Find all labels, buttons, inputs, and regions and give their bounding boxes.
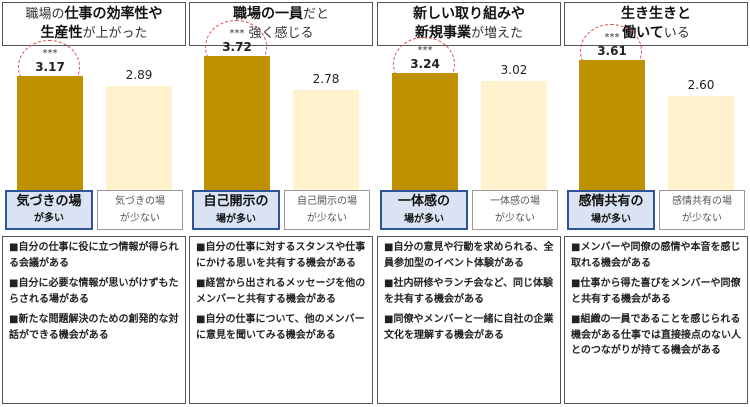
bar-high <box>579 60 645 190</box>
bar-low <box>106 85 172 190</box>
category-label-low: 気づきの場 が少ない <box>97 190 183 230</box>
panel-title: 新しい取り組みや 新規事業が増えた <box>377 2 561 46</box>
panel-title: 職場の仕事の効率性や 生産性が上がった <box>2 2 186 46</box>
list-item: ■自分に必要な情報が思いがけずもたらされる場がある <box>9 278 179 305</box>
category-label-low: 感情共有の場 が少ない <box>659 190 745 230</box>
significance-mark: *** <box>42 47 58 59</box>
panel-efficiency: 職場の仕事の効率性や 生産性が上がった *** 3.17 2.89 気づきの場 … <box>2 2 186 405</box>
bar-value-low: 2.78 <box>312 71 340 86</box>
bar-high <box>204 56 270 190</box>
bar-value-high: 3.72 <box>222 40 252 55</box>
bar-value-low: 2.60 <box>687 78 715 93</box>
bar-low <box>668 96 734 190</box>
bar-high <box>392 73 458 190</box>
category-label-low: 自己開示の場 が少ない <box>284 190 370 230</box>
list-item: ■組織の一員であることを感じられる機会がある仕事では直接接点のない人とのつながり… <box>571 314 741 356</box>
significance-mark: *** <box>229 28 245 40</box>
list-item: ■同僚やメンバーと一緒に自社の企業文化を理解する機会がある <box>384 314 554 341</box>
category-label-high: 気づきの場 が多い <box>5 190 93 230</box>
bar-high <box>17 75 83 190</box>
category-label-high: 感情共有の 場が多い <box>567 190 655 230</box>
panel-belonging: 職場の一員だと 強く感じる *** 3.72 2.78 自己開示の 場が多い 自… <box>189 2 373 405</box>
bar-value-high: 3.24 <box>410 57 440 72</box>
bar-chart: *** 3.17 2.89 <box>2 39 186 190</box>
bar-value-high: 3.61 <box>597 44 627 59</box>
bar-chart: *** 3.61 2.60 <box>564 24 748 190</box>
bar-value-low: 2.89 <box>125 67 153 82</box>
list-item: ■自分の仕事について、他のメンバーに意見を聞いてみる機会がある <box>196 314 365 341</box>
significance-mark: *** <box>417 45 433 57</box>
bar-chart: *** 3.24 3.02 <box>377 37 561 190</box>
item-list: ■メンバーや同僚の感情や本音を感じ取れる機会がある ■仕事から得た喜びをメンバー… <box>564 236 748 404</box>
list-item: ■メンバーや同僚の感情や本音を感じ取れる機会がある <box>571 242 741 269</box>
panel-vitality: 生き生きと 働いている *** 3.61 2.60 感情共有の 場が多い 感情共… <box>564 2 748 405</box>
item-list: ■自分の仕事に対するスタンスや仕事にかける思いを共有する機会がある ■経営から出… <box>189 236 373 404</box>
list-item: ■経営から出されるメッセージを他のメンバーと共有する機会がある <box>196 278 366 305</box>
item-list: ■自分の仕事に役に立つ情報が得られる会議がある ■自分に必要な情報が思いがけずも… <box>2 236 186 404</box>
category-label-high: 自己開示の 場が多い <box>192 190 280 230</box>
bar-chart: *** 3.72 2.78 <box>189 20 373 190</box>
list-item: ■新たな問題解決のための創発的な対話ができる機会がある <box>9 314 179 341</box>
bar-value-low: 3.02 <box>500 63 528 78</box>
item-list: ■自分の意見や行動を求められる、全員参加型のイベント体験がある ■社内研修やラン… <box>377 236 561 404</box>
bar-low <box>293 89 359 190</box>
category-label-low: 一体感の場 が少ない <box>472 190 558 230</box>
list-item: ■自分の意見や行動を求められる、全員参加型のイベント体験がある <box>384 242 554 269</box>
significance-mark: *** <box>604 32 620 44</box>
list-item: ■自分の仕事に対するスタンスや仕事にかける思いを共有する機会がある <box>196 242 366 269</box>
category-label-high: 一体感の 場が多い <box>380 190 468 230</box>
panel-new-business: 新しい取り組みや 新規事業が増えた *** 3.24 3.02 一体感の 場が多… <box>377 2 561 405</box>
bar-value-high: 3.17 <box>35 59 65 74</box>
list-item: ■仕事から得た喜びをメンバーや同僚と共有する機会がある <box>571 278 741 305</box>
bar-low <box>481 81 547 190</box>
list-item: ■社内研修やランチ会など、同じ体験を共有する機会がある <box>384 278 553 305</box>
panel-title: 生き生きと 働いている <box>564 2 748 46</box>
list-item: ■自分の仕事に役に立つ情報が得られる会議がある <box>9 242 179 269</box>
